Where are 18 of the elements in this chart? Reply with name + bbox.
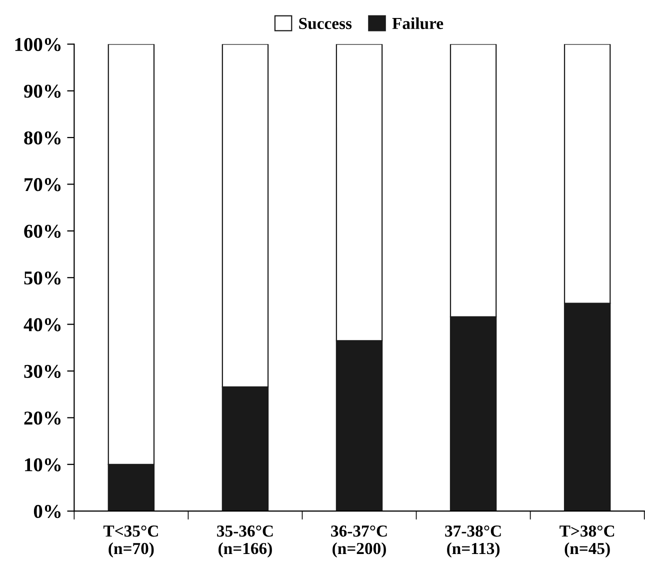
x-tick-label: 35-36°C (n=166) xyxy=(217,525,273,558)
legend-label: Failure xyxy=(392,17,444,30)
y-tick-label: 60% xyxy=(24,224,61,238)
y-tick-label: 30% xyxy=(24,364,61,378)
legend-label: Success xyxy=(299,18,352,30)
x-tick-label: 37-38°C (n=113) xyxy=(445,525,501,558)
y-tick-label: 90% xyxy=(24,84,61,98)
x-tick-label: 36-37°C (n=200) xyxy=(331,525,387,558)
y-tick-label: 40% xyxy=(24,318,61,332)
y-tick-label: 50% xyxy=(24,271,61,285)
y-tick-label: 70% xyxy=(24,178,61,192)
y-tick-label: 20% xyxy=(24,412,61,425)
x-tick-label: T<35°C (n=70) xyxy=(103,525,158,558)
y-tick-label: 10% xyxy=(25,458,61,472)
y-tick-label: 100% xyxy=(15,38,61,52)
y-tick-label: 80% xyxy=(24,131,61,145)
y-tick-label: 0% xyxy=(34,504,61,518)
x-tick-label: T>38°C (n=45) xyxy=(560,525,614,558)
